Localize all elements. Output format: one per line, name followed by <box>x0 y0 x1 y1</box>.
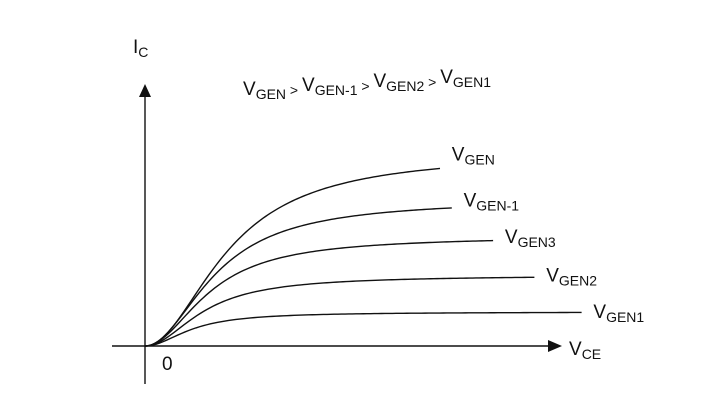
curve-3 <box>144 239 494 347</box>
curves <box>144 167 582 347</box>
labels: IC VCE 0 VGEN > VGEN-1 > VGEN2 > VGEN1 VGEN V… <box>133 37 644 375</box>
relation-label: VGEN > VGEN-1 > VGEN2 > VGEN1 <box>243 67 491 102</box>
curve-5 <box>144 311 582 347</box>
curve-label-5: VGEN1 <box>593 302 644 325</box>
curve-4 <box>144 276 535 347</box>
axes <box>112 84 562 384</box>
curve-label-2: VGEN-1 <box>464 191 520 214</box>
curve-label-1: VGEN <box>452 145 495 168</box>
y-axis-label: IC <box>133 37 148 60</box>
curve-label-3: VGEN3 <box>505 227 556 250</box>
origin-label: 0 <box>162 354 173 375</box>
x-axis-arrow <box>548 340 562 352</box>
curve-1 <box>144 167 441 347</box>
curve-label-4: VGEN2 <box>546 266 597 289</box>
y-axis-arrow <box>139 84 151 97</box>
x-axis-label: VCE <box>569 339 601 362</box>
curve-2 <box>144 207 452 347</box>
